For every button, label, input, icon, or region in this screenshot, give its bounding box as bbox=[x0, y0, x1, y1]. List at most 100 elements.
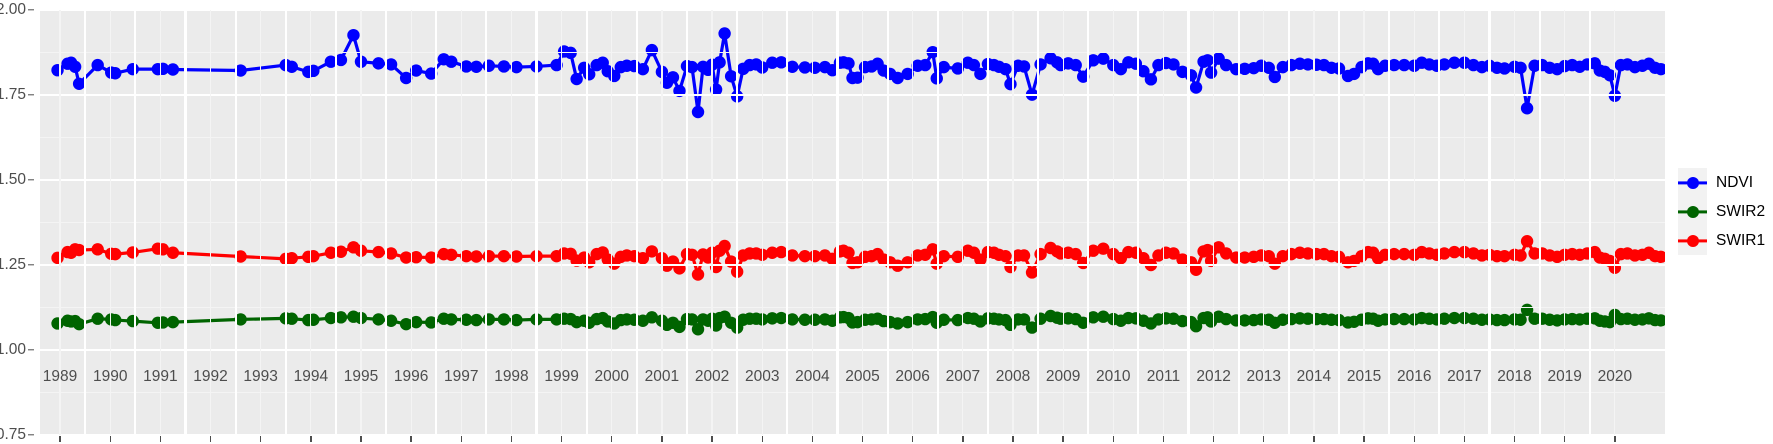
data-point bbox=[384, 314, 398, 327]
data-point bbox=[334, 245, 348, 258]
data-point bbox=[1219, 247, 1233, 260]
chart-legend: NDVI SWIR2 SWIR1 bbox=[1678, 168, 1766, 255]
data-point bbox=[775, 245, 788, 259]
data-point bbox=[109, 67, 122, 80]
x-tick-label: 2001 bbox=[644, 368, 680, 385]
data-point bbox=[68, 60, 82, 73]
y-tick-label: 1.50 bbox=[0, 171, 26, 188]
data-point bbox=[399, 317, 413, 331]
data-point bbox=[51, 317, 64, 330]
x-tick-mark bbox=[1413, 436, 1415, 442]
y-tick-mark bbox=[28, 434, 34, 436]
gridline-major-horizontal bbox=[40, 93, 1665, 97]
x-tick-label: 2015 bbox=[1346, 368, 1382, 385]
data-point bbox=[445, 313, 458, 326]
legend-item-ndvi[interactable]: NDVI bbox=[1678, 168, 1765, 197]
data-point bbox=[399, 251, 413, 264]
y-tick-mark bbox=[28, 94, 34, 96]
data-point bbox=[324, 311, 338, 325]
x-tick-mark bbox=[1513, 436, 1516, 442]
data-point bbox=[1514, 313, 1527, 326]
gridline-minor-vertical bbox=[1263, 10, 1265, 435]
gridline-minor-vertical bbox=[209, 10, 212, 435]
x-tick-label: 2004 bbox=[795, 368, 830, 385]
x-tick-label: 2002 bbox=[694, 368, 730, 385]
gridline-minor-vertical bbox=[310, 10, 312, 435]
data-point bbox=[460, 60, 473, 73]
data-point bbox=[974, 67, 987, 81]
x-tick-mark bbox=[510, 436, 513, 442]
data-point bbox=[826, 63, 839, 77]
y-tick-mark bbox=[28, 349, 34, 351]
x-tick-label: 2012 bbox=[1196, 368, 1231, 385]
data-point bbox=[1238, 251, 1251, 264]
gridline-major-vertical bbox=[535, 10, 538, 435]
legend-dot-icon bbox=[1686, 234, 1699, 247]
plot-panel bbox=[40, 10, 1665, 435]
x-tick-label: 2014 bbox=[1296, 368, 1332, 385]
x-tick-label: 1991 bbox=[143, 368, 178, 385]
data-point bbox=[1238, 62, 1251, 76]
x-tick-mark bbox=[661, 436, 663, 442]
data-point bbox=[409, 250, 423, 264]
data-point bbox=[1201, 54, 1214, 67]
data-point bbox=[372, 313, 385, 326]
gridline-minor-vertical bbox=[1062, 10, 1064, 435]
x-tick-mark bbox=[911, 436, 914, 442]
x-tick-mark bbox=[1212, 436, 1215, 442]
x-tick-mark bbox=[209, 436, 212, 442]
gridline-major-vertical bbox=[786, 10, 789, 435]
x-tick-mark bbox=[1012, 436, 1014, 442]
data-point bbox=[497, 313, 511, 326]
x-tick-label: 2003 bbox=[744, 368, 780, 385]
gridline-major-vertical bbox=[134, 10, 137, 435]
data-point bbox=[72, 243, 86, 257]
data-point bbox=[937, 249, 950, 263]
gridline-minor-vertical bbox=[1162, 10, 1165, 435]
x-tick-mark bbox=[1463, 436, 1466, 442]
gridline-minor-vertical bbox=[912, 10, 914, 435]
data-point bbox=[851, 71, 864, 84]
data-point bbox=[334, 311, 348, 324]
gridline-major-vertical bbox=[635, 10, 638, 435]
gridline-major-vertical bbox=[234, 10, 237, 435]
y-tick-label: 0.75 bbox=[0, 426, 26, 443]
gridline-minor-vertical bbox=[761, 10, 763, 435]
data-point bbox=[425, 67, 438, 80]
data-point bbox=[709, 83, 723, 96]
legend-item-swir2[interactable]: SWIR2 bbox=[1678, 197, 1765, 226]
data-point bbox=[166, 63, 180, 76]
data-point bbox=[901, 315, 914, 329]
gridline-major-vertical bbox=[936, 10, 939, 435]
data-point bbox=[919, 58, 932, 72]
data-point bbox=[425, 251, 438, 264]
data-point bbox=[1498, 249, 1511, 263]
data-point bbox=[445, 55, 458, 68]
data-point bbox=[1077, 316, 1090, 329]
data-point bbox=[1654, 62, 1665, 76]
gridline-minor-vertical bbox=[1213, 10, 1215, 435]
gridline-minor-vertical bbox=[1363, 10, 1365, 435]
gridline-major-vertical bbox=[1388, 10, 1391, 435]
data-point bbox=[1189, 81, 1203, 94]
x-tick-mark bbox=[1563, 436, 1566, 442]
gridline-minor-vertical bbox=[1112, 10, 1114, 435]
data-point bbox=[636, 62, 650, 76]
x-tick-mark bbox=[861, 436, 864, 442]
data-point bbox=[766, 312, 779, 325]
data-point bbox=[775, 56, 788, 69]
data-point bbox=[384, 247, 398, 260]
data-point bbox=[307, 313, 320, 326]
legend-item-swir1[interactable]: SWIR1 bbox=[1678, 226, 1765, 255]
x-tick-mark bbox=[811, 436, 814, 442]
data-point bbox=[510, 313, 523, 327]
gridline-minor-horizontal bbox=[40, 136, 1665, 139]
gridline-major-vertical bbox=[585, 10, 588, 435]
data-point bbox=[1004, 260, 1017, 274]
x-tick-mark bbox=[109, 436, 111, 442]
x-tick-label: 1997 bbox=[444, 368, 479, 385]
data-point bbox=[1268, 70, 1282, 84]
data-point bbox=[234, 250, 247, 263]
data-point bbox=[372, 245, 385, 259]
data-point bbox=[510, 250, 523, 263]
